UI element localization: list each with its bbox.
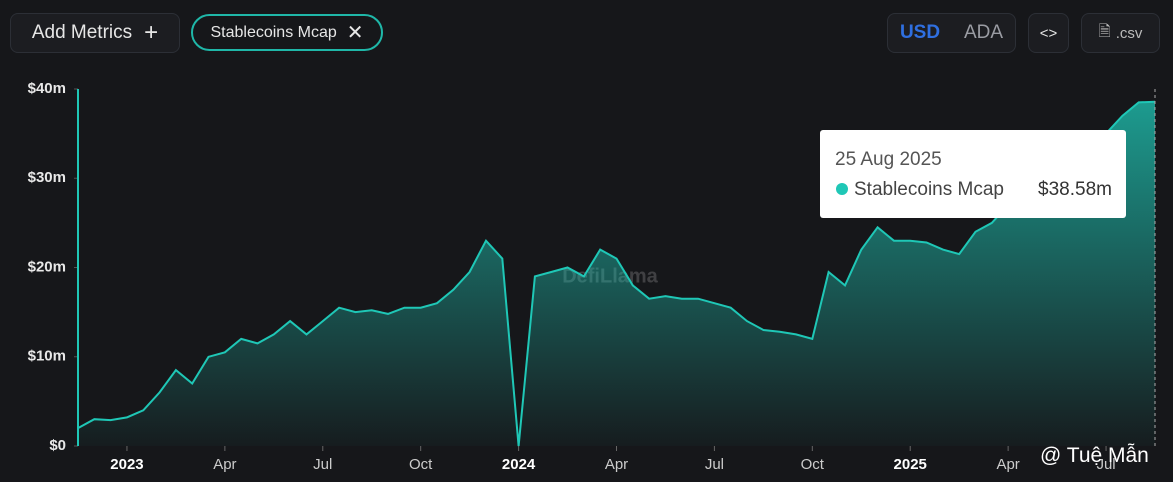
currency-ada[interactable]: ADA xyxy=(963,22,1004,43)
tooltip: 25 Aug 2025 Stablecoins Mcap $38.58m xyxy=(820,130,1126,218)
x-tick-label: Apr xyxy=(605,456,628,473)
currency-usd[interactable]: USD xyxy=(899,22,941,43)
tooltip-series: Stablecoins Mcap xyxy=(854,179,1004,200)
tooltip-box xyxy=(820,130,1126,218)
x-tick-label: 2023 xyxy=(110,456,143,473)
line xyxy=(77,100,1156,447)
x-tick-label: 2025 xyxy=(894,456,927,473)
tooltip-date: 25 Aug 2025 xyxy=(835,149,942,170)
y-tick-label: $30m xyxy=(28,169,66,186)
embed-button[interactable]: <> xyxy=(1028,13,1069,53)
tooltip-value: $38.58m xyxy=(1038,179,1112,200)
file-icon: 🗎 xyxy=(1098,22,1111,40)
y-tick-label: $0 xyxy=(49,437,66,454)
add-metrics-button[interactable]: Add Metrics + xyxy=(10,13,180,53)
y-tick-label: $10m xyxy=(28,348,66,365)
x-tick-label: Jul xyxy=(313,456,332,473)
x-tick-label: Oct xyxy=(409,456,433,473)
x-tick-label: Apr xyxy=(996,456,1019,473)
tooltip-dot xyxy=(836,183,848,195)
label: .csv xyxy=(1115,24,1143,42)
label: Add Metrics xyxy=(31,22,133,43)
y-tick-label: $20m xyxy=(28,258,66,275)
credit: @ Tuệ Mẫn xyxy=(1040,444,1149,467)
x-tick-label: Oct xyxy=(801,456,825,473)
x-tick-label: Jul xyxy=(1096,456,1115,473)
area xyxy=(78,101,1155,446)
x-tick-label: Apr xyxy=(213,456,236,473)
plus-icon: + xyxy=(144,19,159,46)
x-tick-label: Jul xyxy=(705,456,724,473)
close-icon[interactable]: ✕ xyxy=(346,22,364,44)
x-tick-label: 2024 xyxy=(502,456,536,473)
y-tick-label: $40m xyxy=(28,80,66,97)
currency-toggle: USD ADA xyxy=(887,13,1016,53)
label: Stablecoins Mcap xyxy=(210,23,337,41)
metric-chip[interactable]: Stablecoins Mcap ✕ xyxy=(191,14,383,51)
csv-button[interactable]: 🗎 .csv xyxy=(1081,13,1160,53)
